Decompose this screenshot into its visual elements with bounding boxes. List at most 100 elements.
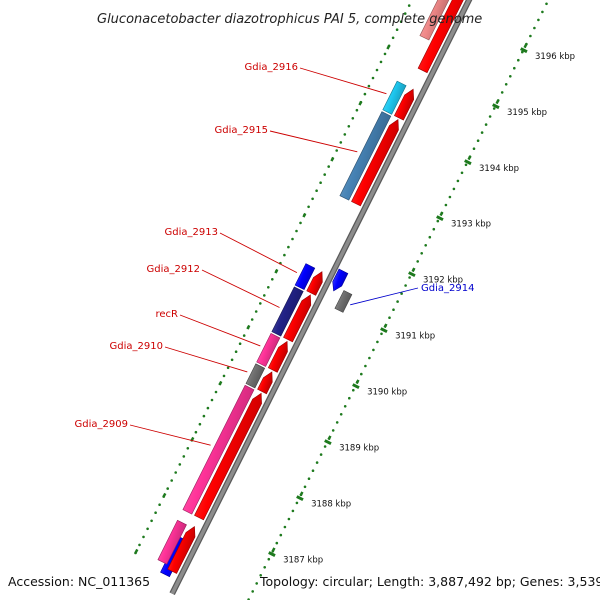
inner-rail-dot [448, 195, 452, 199]
gene-label-leader [201, 269, 280, 308]
outer-rail-dot [399, 20, 403, 24]
scale-label: 3187 kbp [283, 556, 323, 566]
cds-arrow [257, 371, 273, 395]
outer-rail-dot [166, 487, 169, 490]
inner-rail-dot [400, 292, 403, 295]
inner-rail-dot [396, 300, 399, 303]
outer-rail-dot [375, 68, 379, 72]
outer-rail-dot [299, 221, 302, 225]
scale-tick [380, 327, 388, 334]
inner-rail-dot [303, 485, 307, 489]
genome-backbone [169, 0, 473, 596]
inner-rail-dot [283, 525, 287, 529]
inner-rail-dot [529, 34, 532, 38]
outer-rail-dot [343, 133, 347, 136]
gene-label-gdia-2910[interactable]: Gdia_2910 [110, 341, 163, 352]
inner-rail-dot [388, 316, 391, 320]
outer-rail-dot [259, 302, 262, 305]
outer-rail-dot [206, 406, 210, 410]
outer-rail-dot [170, 479, 173, 482]
inner-rail-dot [416, 260, 420, 263]
outer-rail-dot [371, 76, 375, 80]
gene-block-gdia2916 [382, 80, 407, 115]
inner-rail-dot [343, 405, 347, 408]
gene-block-gdia2910 [245, 363, 266, 389]
inner-rail-dot [291, 509, 295, 513]
gene-label-leader [164, 346, 248, 373]
inner-rail-dot [335, 421, 339, 424]
outer-rail-dot [351, 117, 355, 120]
scale-dash [386, 44, 391, 50]
gene-label-leader [350, 287, 419, 306]
outer-rail-dot [198, 422, 202, 426]
scale-dash [330, 156, 335, 162]
outer-rail-dot [291, 237, 294, 241]
inner-rail-dot [348, 396, 351, 400]
inner-rail-dot [436, 219, 440, 223]
outer-rail-dot [150, 519, 153, 523]
scale-tick [464, 159, 472, 166]
scale-tick [408, 271, 416, 278]
outer-rail-dot [383, 52, 387, 56]
outer-rail-dot [210, 398, 214, 402]
inner-rail-dot [460, 171, 464, 175]
inner-rail-dot [545, 2, 548, 6]
scale-dash [162, 492, 167, 498]
gene-label-leader [269, 130, 358, 153]
scale-dash [439, 211, 444, 217]
inner-rail-dot [255, 582, 258, 585]
cds-arrow [283, 294, 312, 343]
scale-dash [302, 212, 307, 218]
scale-dash [299, 491, 304, 497]
inner-rail-dot [521, 50, 524, 54]
gene-block [419, 0, 450, 41]
inner-rail-dot [315, 461, 319, 464]
cds-arrow-reverse [332, 268, 349, 292]
inner-rail-dot [464, 163, 468, 167]
inner-rail-dot [287, 517, 291, 521]
outer-rail-dot [250, 318, 254, 321]
scale-tick [492, 103, 500, 110]
outer-rail-dot [311, 197, 314, 201]
scale-dash [467, 155, 472, 161]
gene-labels: Gdia_2916 Gdia_2915 Gdia_2913 Gdia_2912 recR… [75, 62, 474, 446]
scale-tick [268, 551, 276, 557]
outer-rail-dot [355, 108, 359, 112]
gene-block-gdia2912 [271, 286, 304, 337]
scale-dash [274, 268, 279, 274]
scale-dash [383, 323, 388, 329]
gene-label-gdia-2913[interactable]: Gdia_2913 [165, 227, 218, 238]
inner-rail-dot [492, 107, 496, 110]
gene-label-recr[interactable]: recR [156, 309, 179, 320]
scale-label: 3193 kbp [451, 220, 491, 230]
inner-rail-dot [275, 541, 279, 545]
inner-rail-dot [444, 203, 448, 207]
outer-rail-dot [267, 286, 270, 289]
gene-label-gdia-2914[interactable]: Gdia_2914 [421, 283, 474, 294]
outer-rail-dot [178, 463, 182, 466]
outer-rail-dot [174, 471, 177, 474]
inner-rail-dot [267, 557, 271, 561]
outer-rail-dot [363, 92, 367, 96]
outer-rail-dot [186, 447, 190, 450]
inner-rail-dot [513, 66, 516, 70]
inner-rail-dot [259, 574, 263, 577]
gene-label-gdia-2916[interactable]: Gdia_2916 [245, 62, 298, 73]
inner-rail-dot [452, 187, 456, 191]
scale-tick [520, 47, 528, 54]
gene-label-gdia-2909[interactable]: Gdia_2909 [75, 419, 128, 430]
gene-label-gdia-2915[interactable]: Gdia_2915 [215, 125, 268, 136]
inner-rail-dot [472, 147, 476, 150]
inner-rail-dot [372, 348, 375, 352]
gene-label-leader [299, 67, 387, 95]
gene-label-leader [179, 314, 261, 347]
inner-rail-dot [376, 340, 379, 344]
outer-rail-dot [319, 181, 322, 184]
backbone-line [170, 0, 471, 595]
scale-dash [355, 379, 360, 385]
gene-block-gdia2913 [294, 263, 316, 291]
outer-rail-dot [214, 390, 218, 394]
scale-label: 3188 kbp [311, 500, 351, 510]
gene-label-gdia-2912[interactable]: Gdia_2912 [147, 264, 200, 275]
